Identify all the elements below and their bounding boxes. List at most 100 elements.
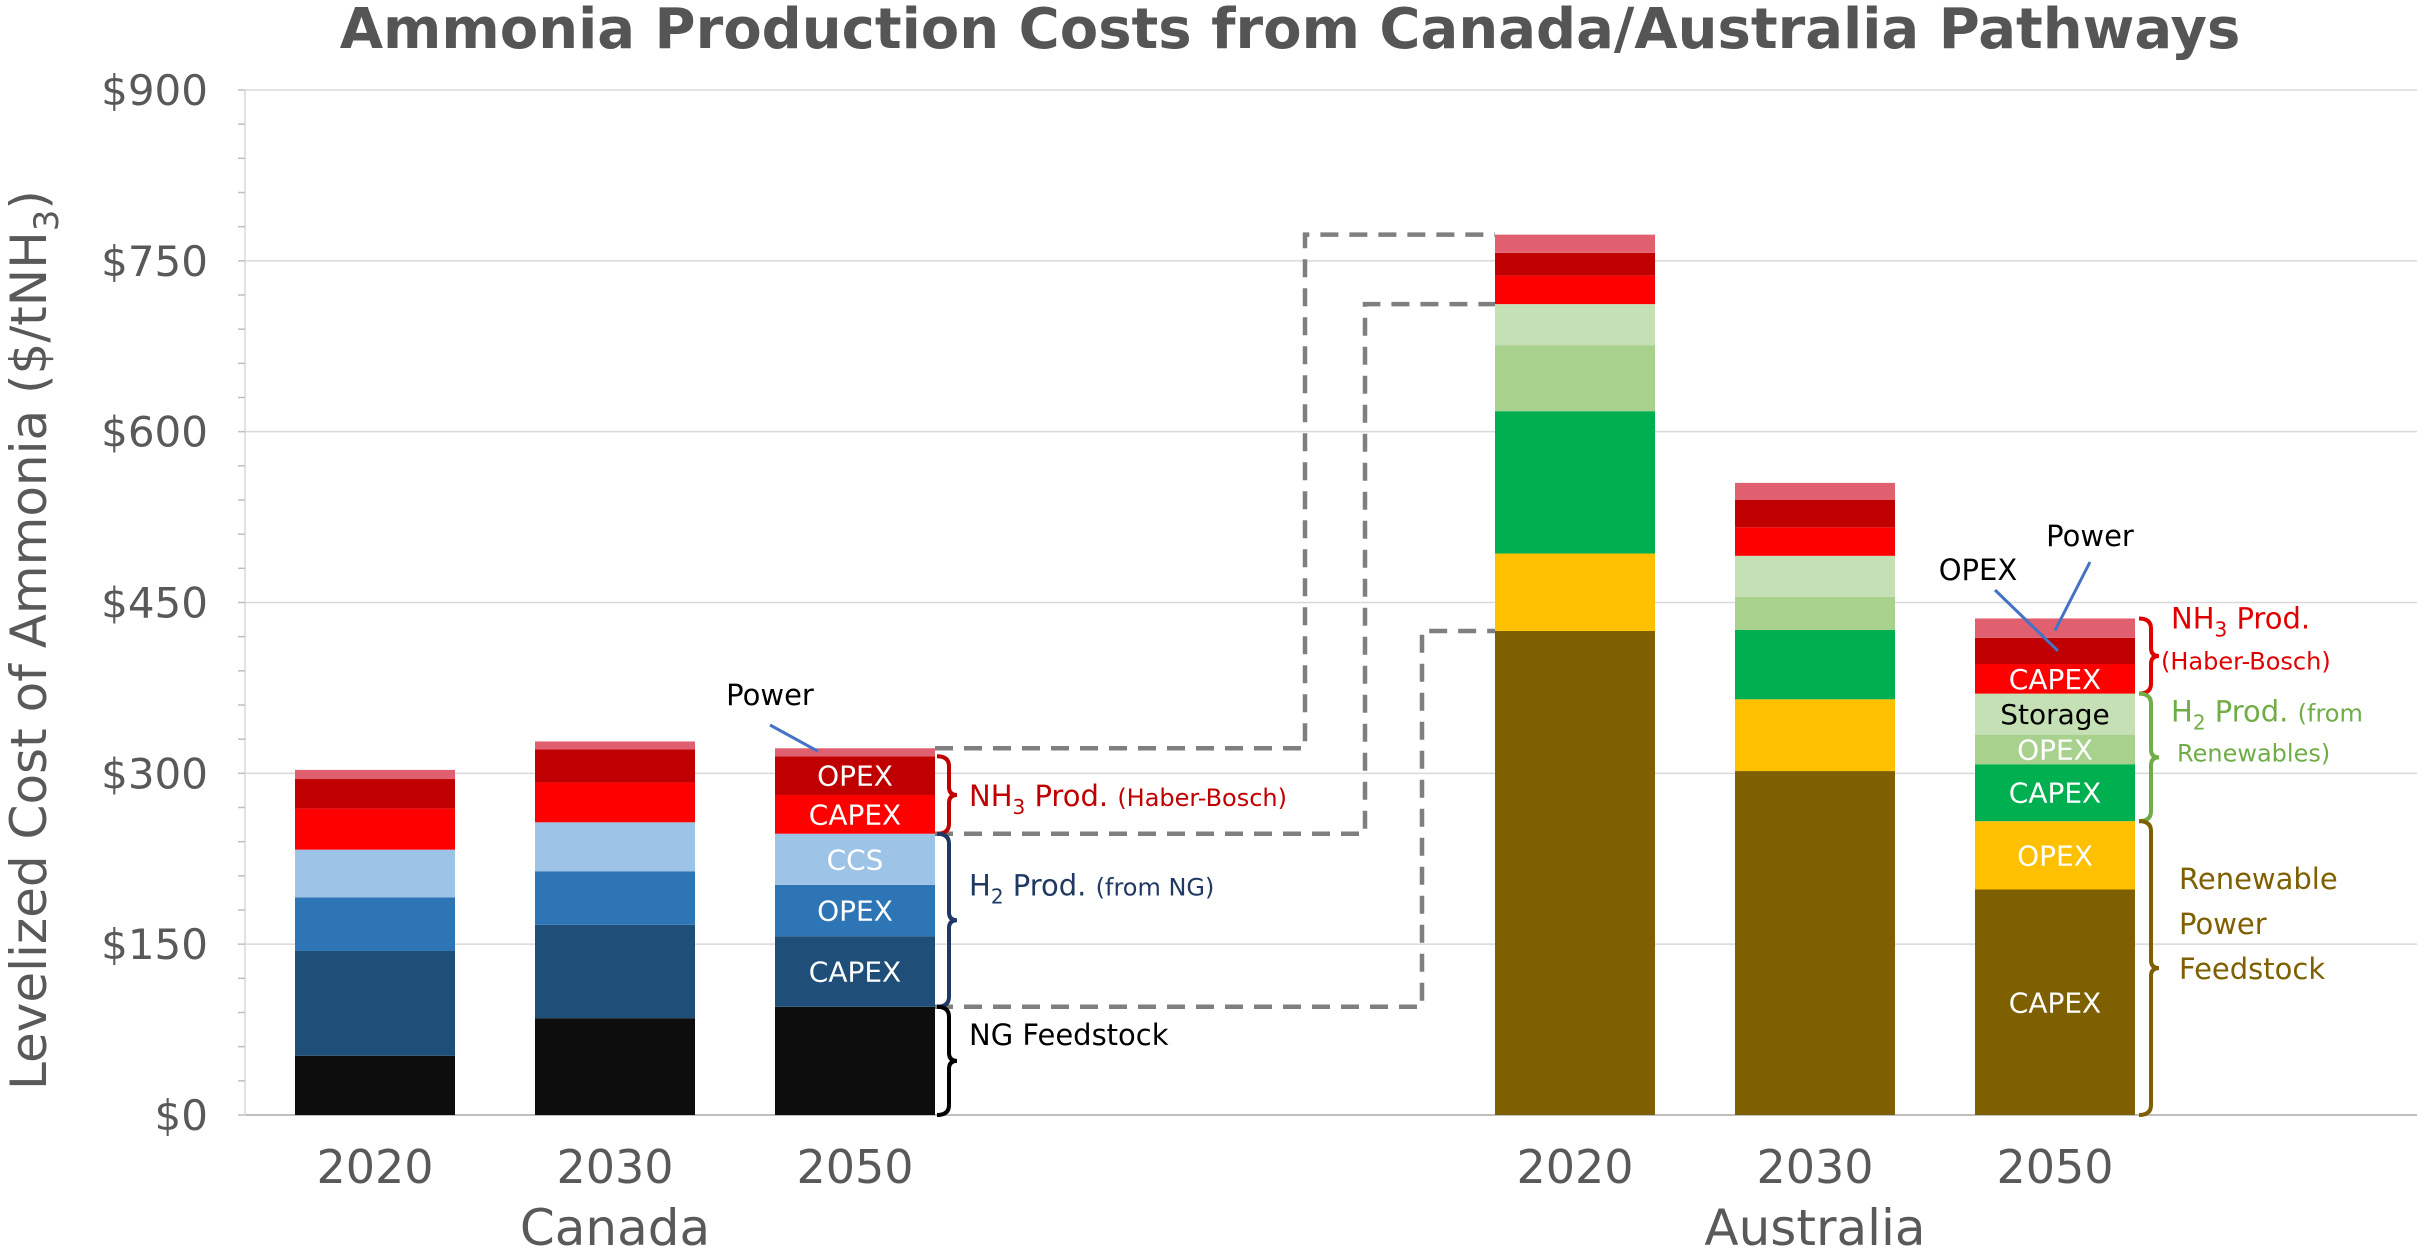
bar-segment (1975, 664, 2135, 694)
bar-segment (1495, 411, 1655, 554)
y-tick-label: $150 (101, 920, 208, 969)
segment-label: OPEX (817, 895, 893, 928)
connector-h2 (935, 301, 1495, 836)
segment-label: OPEX (2017, 839, 2093, 872)
bar-segment (775, 1006, 935, 1115)
connector-total (935, 232, 1495, 751)
segment-label: CAPEX (809, 956, 901, 989)
bar-segment (1735, 629, 1895, 700)
chart-title: Ammonia Production Costs from Canada/Aus… (340, 0, 2241, 62)
annotation-aus-nh3: NH3 Prod. (2171, 601, 2310, 641)
bar-segment (295, 779, 455, 809)
bar-segment (1495, 345, 1655, 412)
x-axis-categories: Canada 2020 2030 2050 Australia 2020 2030 2050 (316, 1140, 2113, 1252)
brace-canada-ng (936, 1004, 958, 1117)
connector-feedstock (935, 628, 1495, 1010)
bar-segment (775, 936, 935, 1007)
bar-segment (295, 808, 455, 850)
bar-segment (535, 1018, 695, 1115)
y-axis-label: Levelized Cost of Ammonia ($/tNH3) (0, 190, 67, 1090)
bar-segment (1735, 596, 1895, 630)
segment-label: OPEX (817, 760, 893, 793)
segment-label: CAPEX (2009, 663, 2101, 696)
bar-segment (1975, 764, 2135, 822)
segment-label: CCS (827, 843, 884, 876)
group-label: Canada (520, 1199, 710, 1252)
annotation-canada-ng: NG Feedstock (969, 1018, 1169, 1052)
category-label: 2020 (1516, 1140, 1633, 1194)
annotation-aus-h2: H2 Prod. (from (2171, 695, 2363, 735)
bar-segment (1735, 555, 1895, 597)
bar-segment (295, 897, 455, 951)
bar-segment (1975, 889, 2135, 1115)
annotation-aus-power: Power (2046, 519, 2134, 553)
brace-canada-nh3 (936, 754, 958, 836)
bar-segment (775, 884, 935, 937)
bar-segment (1495, 252, 1655, 276)
group-label: Australia (1704, 1199, 1925, 1252)
annotation-aus-feed-2: Power (2179, 907, 2267, 941)
bar-segment (1495, 304, 1655, 346)
bar-segment (1735, 771, 1895, 1115)
y-tick-label: $750 (101, 237, 208, 286)
bar-segment (775, 748, 935, 757)
bar-segment (1495, 553, 1655, 631)
segment-label: CAPEX (2009, 986, 2101, 1019)
y-tick-label: $0 (155, 1091, 208, 1140)
category-label: 2050 (796, 1140, 913, 1194)
bar-segment (535, 822, 695, 872)
segment-label: CAPEX (2009, 777, 2101, 810)
brace-aus-nh3 (2138, 616, 2160, 696)
bar-segment (535, 924, 695, 1019)
bars: CAPEXOPEXCCSCAPEXOPEXCAPEXOPEXCAPEXOPEXS… (295, 234, 2135, 1115)
segment-label: CAPEX (809, 798, 901, 831)
bar-segment (1735, 699, 1895, 772)
y-tick-label: $600 (101, 408, 208, 457)
y-tick-label: $300 (101, 749, 208, 798)
annotation-canada-h2: H2 Prod. (from NG) (969, 868, 1214, 908)
annotation-aus-h2-sub: Renewables) (2177, 740, 2330, 768)
segment-label: OPEX (2017, 733, 2093, 766)
category-label: 2030 (1756, 1140, 1873, 1194)
bar-segment (1735, 500, 1895, 528)
annotation-aus-feed-1: Renewable (2179, 862, 2338, 896)
bar-segment (775, 833, 935, 885)
annotation-canada-nh3: NH3 Prod. (Haber-Bosch) (969, 779, 1287, 819)
bar-segment (535, 749, 695, 783)
bar-segment (1495, 234, 1655, 253)
callout-line-aus-opex (1993, 588, 2060, 652)
segment-label: Storage (2000, 698, 2110, 731)
bar-segment (1735, 527, 1895, 556)
annotation-aus-opex: OPEX (1939, 553, 2018, 587)
annotation-canada-power: Power (726, 678, 814, 712)
callout-line-aus-power (2053, 561, 2092, 632)
bar-segment (1495, 275, 1655, 305)
brace-canada-h2 (936, 831, 958, 1009)
annotation-aus-feed-3: Feedstock (2179, 952, 2325, 986)
bar-segment (535, 782, 695, 823)
annotations: NH3 Prod. (Haber-Bosch) H2 Prod. (from NG… (726, 519, 2363, 1117)
annotation-aus-nh3-sub: (Haber-Bosch) (2161, 647, 2331, 675)
callout-line-canada-power (769, 723, 819, 753)
y-axis-ticks: $0 $150 $300 $450 $600 $750 $900 (101, 66, 245, 1140)
bar-segment (295, 951, 455, 1056)
brace-aus-h2 (2138, 691, 2160, 824)
bar-segment (775, 756, 935, 795)
bar-segment (1495, 630, 1655, 1115)
bar-segment (535, 871, 695, 925)
bar-segment (535, 741, 695, 750)
y-tick-label: $450 (101, 579, 208, 628)
bar-segment (1975, 821, 2135, 890)
bar-segment (1975, 734, 2135, 765)
bar-segment (1975, 637, 2135, 664)
brace-aus-feedstock (2138, 819, 2160, 1117)
category-label: 2050 (1996, 1140, 2113, 1194)
bar-segment (295, 769, 455, 780)
bar-segment (295, 849, 455, 898)
comparison-connectors (935, 232, 1495, 1010)
category-label: 2020 (316, 1140, 433, 1194)
bar-segment (1975, 693, 2135, 735)
y-tick-label: $900 (101, 66, 208, 115)
category-label: 2030 (556, 1140, 673, 1194)
